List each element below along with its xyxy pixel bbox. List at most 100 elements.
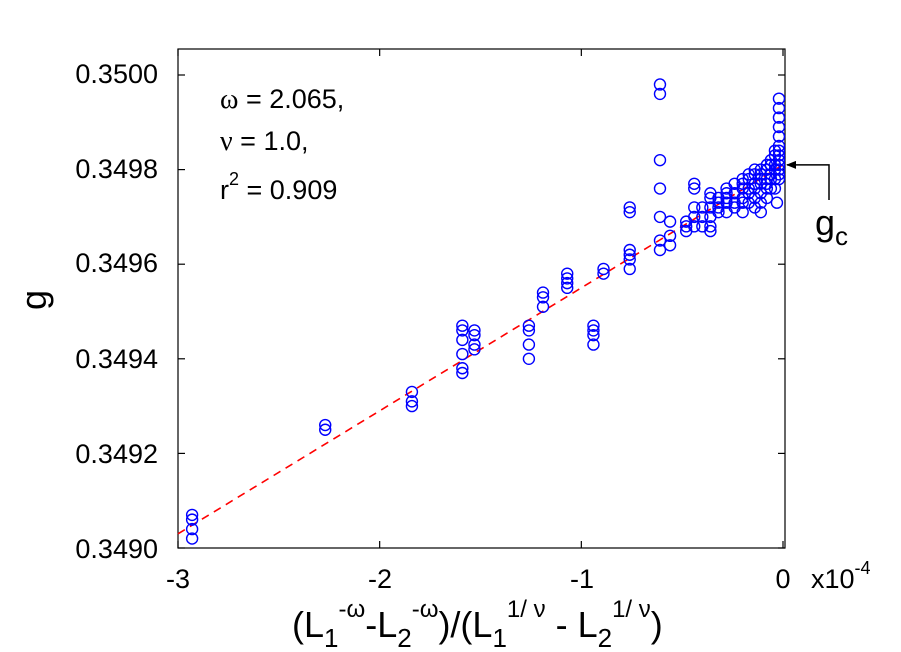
data-point-87: [736, 205, 749, 219]
y-tick-label-5: 0.3500: [75, 59, 158, 89]
data-point-22: [522, 352, 536, 365]
data-point-8: [405, 399, 419, 413]
data-point-132: [772, 153, 786, 167]
data-point-46: [653, 210, 667, 224]
data-point-74: [720, 187, 733, 200]
data-point-13: [456, 362, 469, 375]
data-point-9: [456, 319, 469, 332]
data-point-72: [712, 205, 725, 219]
gc-arrow: [786, 160, 830, 200]
x-tick-label-3: 0: [775, 564, 790, 594]
data-point-2: [185, 522, 199, 536]
data-point-135: [772, 168, 786, 181]
y-tick-label-4: 0.3498: [75, 154, 158, 184]
data-point-30: [587, 319, 600, 332]
data-point-6: [405, 385, 419, 399]
data-point-56: [688, 182, 701, 195]
data-point-17: [468, 338, 481, 351]
y-tick-labels: 0.3490 0.3492 0.3494 0.3496 0.3498 0.350…: [75, 59, 158, 564]
data-point-45: [653, 182, 667, 195]
data-point-44: [653, 153, 667, 167]
data-point-61: [696, 210, 709, 224]
data-point-58: [688, 210, 701, 224]
data-point-48: [653, 243, 667, 257]
data-point-19: [522, 319, 536, 332]
data-point-20: [522, 324, 536, 337]
data-point-127: [772, 120, 786, 134]
data-point-10: [456, 324, 469, 337]
data-point-128: [772, 130, 786, 143]
data-point-134: [772, 163, 786, 176]
data-point-42: [653, 78, 667, 91]
annotation-r2: r2 = 0.909: [220, 169, 337, 205]
y-axis-title: g: [13, 290, 54, 310]
y-tick-label-2: 0.3494: [75, 344, 158, 374]
data-point-37: [623, 205, 636, 219]
axis-ticks: [177, 49, 785, 549]
data-point-0: [185, 508, 199, 522]
data-point-35: [597, 267, 610, 280]
data-point-126: [772, 111, 786, 124]
data-point-129: [772, 139, 786, 153]
data-point-51: [663, 239, 677, 252]
x-tick-labels: -3 -2 -1 0: [166, 564, 791, 594]
y-tick-label-3: 0.3496: [75, 248, 158, 278]
data-point-86: [736, 196, 749, 209]
x-multiplier-label: x10-4: [811, 558, 871, 594]
data-point-31: [587, 324, 600, 337]
data-point-136: [772, 172, 786, 186]
data-point-124: [772, 92, 786, 105]
data-point-38: [623, 243, 636, 257]
data-point-123: [770, 196, 784, 209]
data-point-36: [623, 201, 636, 214]
data-point-15: [468, 324, 481, 337]
x-axis-title: (L1-ω-L2-ω)/(L11/ ν - L21/ ν): [292, 596, 663, 652]
plot-frame: [177, 48, 786, 549]
data-point-68: [704, 224, 717, 238]
x-tick-label-2: -1: [570, 564, 594, 594]
data-point-53: [680, 220, 693, 233]
data-point-25: [536, 300, 550, 313]
annotation-nu: ν = 1.0,: [220, 126, 308, 157]
data-point-67: [704, 220, 717, 233]
data-point-11: [456, 333, 469, 347]
data-point-26: [561, 267, 574, 280]
data-point-60: [696, 201, 709, 214]
data-point-105: [754, 205, 768, 219]
data-point-55: [688, 177, 701, 190]
y-tick-label-1: 0.3492: [75, 439, 158, 469]
data-point-57: [688, 201, 701, 214]
x-tick-label-1: -2: [368, 564, 392, 594]
data-point-21: [522, 338, 536, 351]
data-point-14: [456, 366, 469, 380]
data-point-43: [653, 87, 667, 101]
data-point-133: [772, 158, 786, 172]
data-point-131: [772, 149, 786, 162]
data-point-34: [597, 262, 610, 276]
data-point-130: [772, 144, 786, 157]
data-point-32: [587, 328, 600, 342]
gc-label: gc: [815, 202, 848, 251]
data-point-47: [653, 234, 667, 247]
y-tick-label-0: 0.3490: [75, 534, 158, 564]
data-point-4: [319, 418, 332, 432]
data-point-41: [623, 262, 636, 276]
data-point-28: [561, 276, 574, 290]
data-point-29: [561, 281, 574, 295]
data-point-18: [468, 343, 481, 356]
data-point-33: [587, 338, 600, 351]
data-point-49: [663, 215, 677, 228]
data-point-12: [456, 347, 469, 361]
data-point-23: [536, 286, 550, 299]
data-point-50: [663, 229, 677, 243]
annotation-omega: ω = 2.065,: [220, 84, 344, 115]
data-point-125: [772, 101, 786, 115]
data-point-40: [623, 253, 636, 266]
fit-annotation: ω = 2.065, ν = 1.0, r2 = 0.909: [220, 84, 344, 205]
data-point-1: [185, 513, 199, 526]
data-point-5: [319, 423, 332, 436]
data-point-24: [536, 291, 550, 304]
data-point-3: [185, 532, 199, 545]
data-point-59: [688, 220, 701, 233]
